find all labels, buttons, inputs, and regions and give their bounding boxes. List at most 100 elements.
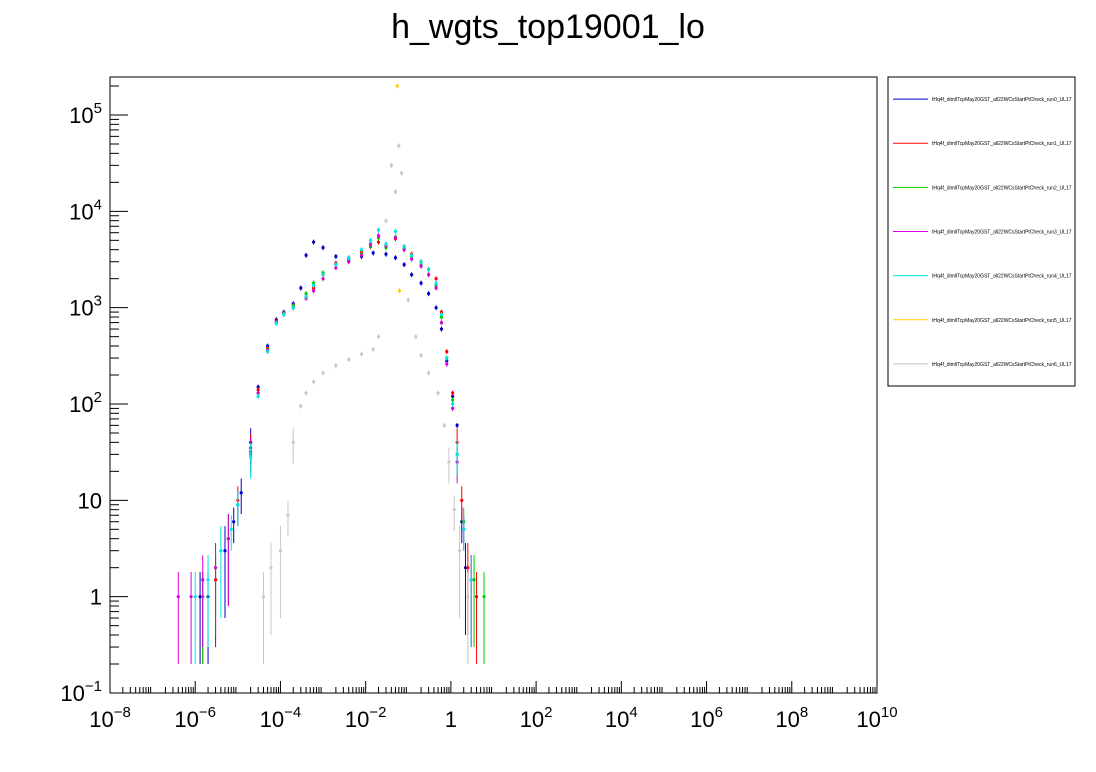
data-point [439, 312, 444, 318]
marker [376, 335, 381, 339]
data-point [427, 272, 431, 278]
data-point [376, 334, 381, 340]
marker [393, 190, 398, 194]
marker [304, 391, 308, 395]
marker [455, 423, 459, 427]
marker [427, 267, 431, 271]
data-point [384, 241, 388, 247]
marker [239, 491, 243, 495]
data-point [291, 305, 295, 311]
data-point [347, 357, 351, 363]
marker [439, 312, 444, 317]
data-point [299, 285, 303, 291]
data-point [282, 312, 286, 318]
data-point [376, 227, 381, 233]
marker [445, 349, 449, 354]
data-point [466, 572, 470, 665]
marker [359, 253, 364, 257]
marker [334, 364, 338, 368]
data-point [334, 262, 338, 268]
y-tick-label: 103 [69, 293, 102, 321]
data-point [269, 543, 273, 636]
plot-frame [109, 76, 878, 694]
data-point [359, 247, 364, 253]
marker [299, 404, 303, 408]
marker [466, 566, 470, 570]
marker [451, 406, 455, 411]
marker [451, 402, 455, 406]
marker [434, 286, 438, 290]
plot-area [176, 83, 486, 665]
y-tick-label: 102 [69, 389, 102, 417]
marker [286, 513, 290, 517]
marker [463, 566, 468, 570]
legend-entry: tHq4f_dimlITcpMay20GST_all22WCsStartPtCh… [893, 185, 1072, 191]
marker [312, 283, 316, 288]
data-point [434, 285, 438, 291]
marker [402, 245, 406, 249]
x-tick-label: 1010 [856, 704, 897, 732]
marker [291, 440, 295, 444]
marker [236, 503, 240, 507]
marker [347, 260, 351, 264]
marker [434, 281, 438, 285]
marker [321, 246, 325, 250]
marker [447, 460, 451, 464]
marker [312, 240, 316, 244]
marker [460, 498, 464, 502]
marker [389, 163, 393, 167]
legend-label: tHq4f_dimlITcpMay20GST_all22WCsStartPtCh… [932, 141, 1072, 147]
data-point [389, 162, 393, 168]
marker [334, 254, 338, 259]
data-point [445, 355, 449, 361]
marker [359, 248, 364, 252]
marker [397, 144, 401, 148]
data-point [286, 501, 290, 537]
data-point [434, 276, 438, 282]
data-point [419, 280, 423, 286]
legend-label: tHq4f_dimlITcpMay20GST_all22WCsStartPtCh… [932, 185, 1072, 191]
marker [312, 289, 316, 293]
data-point [445, 361, 449, 367]
data-point [410, 252, 414, 258]
legend-entry: tHq4f_dimlITcpMay20GST_all22WCsStartPtCh… [893, 274, 1072, 280]
x-tick-label: 102 [520, 704, 553, 732]
data-point [384, 218, 388, 224]
data-point [312, 239, 316, 245]
marker [445, 362, 449, 366]
marker [256, 391, 260, 395]
data-point [321, 245, 325, 251]
data-point [232, 507, 236, 544]
marker [274, 321, 278, 325]
data-point [419, 259, 423, 265]
marker [469, 578, 473, 582]
data-point [201, 555, 205, 648]
data-point [474, 572, 479, 665]
marker [198, 595, 202, 599]
data-point [304, 252, 308, 258]
legend-entry: tHq4f_dimlITcpMay20GST_all22WCsStartPtCh… [893, 97, 1072, 103]
marker [427, 273, 431, 277]
data-point [442, 422, 446, 428]
marker [393, 229, 398, 233]
data-point [249, 443, 253, 479]
axes: 10−8 10−6 10−4 10−2 1 102 104 106 108 1010 10−1 1 10… [60, 85, 898, 732]
x-tick-label: 10−6 [174, 704, 216, 732]
marker [229, 527, 233, 531]
data-point [376, 233, 381, 239]
data-point [402, 244, 406, 250]
marker [256, 388, 260, 392]
chart-title: h_wgts_top19001_lo [391, 8, 705, 46]
marker [419, 264, 423, 268]
marker [452, 508, 456, 512]
x-tick-label: 106 [690, 704, 723, 732]
marker [282, 312, 286, 317]
marker [384, 242, 388, 246]
legend-label: tHq4f_dimlITcpMay20GST_all22WCsStartPtCh… [932, 274, 1072, 280]
marker [299, 286, 303, 290]
data-point [463, 543, 468, 636]
marker [427, 291, 431, 296]
legend-label: tHq4f_dimlITcpMay20GST_all22WCsStartPtCh… [932, 97, 1072, 103]
marker [347, 256, 351, 260]
data-point [261, 572, 266, 665]
